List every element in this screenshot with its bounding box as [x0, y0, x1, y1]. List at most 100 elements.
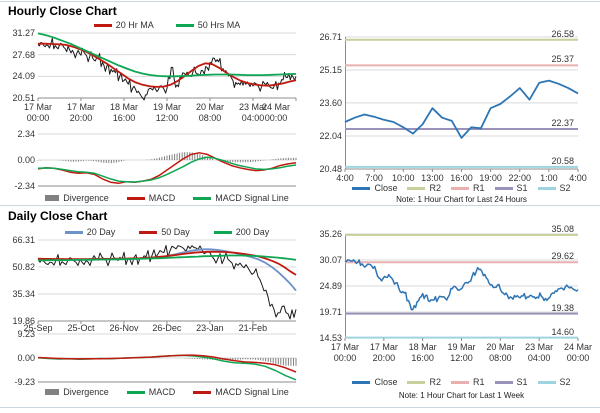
line-swatch: [352, 186, 371, 190]
divergence-bar: [90, 160, 92, 161]
legend-label: R1: [472, 183, 485, 193]
divergence-bar: [93, 160, 95, 162]
legend-item-macd: MACD: [126, 193, 176, 203]
divergence-bar: [189, 358, 191, 359]
line-swatch: [213, 230, 232, 234]
pivot-label-s2: 14.60: [551, 326, 574, 337]
divergence-bar: [242, 160, 244, 163]
divergence-bar: [252, 358, 254, 360]
divergence-bar: [174, 154, 176, 160]
pivot-24h-note: Note: 1 Hour Chart for Last 24 Hours: [396, 195, 527, 204]
legend-label: MACD Signal Line: [215, 387, 289, 397]
legend-label: 200 Day: [235, 227, 270, 237]
x-tick-label: 20 Mar 08:00: [195, 102, 224, 124]
legend-item-r1: R1: [450, 183, 485, 193]
divergence-bar: [282, 158, 284, 160]
legend-label: Divergence: [63, 193, 109, 203]
legend-item-macd-signal-line: MACD Signal Line: [193, 387, 289, 397]
divergence-bar: [110, 160, 112, 164]
x-tick-label: 25-Oct: [67, 323, 95, 333]
legend-label: 50 Day: [161, 227, 190, 237]
divergence-bar: [257, 160, 259, 162]
x-tick-label: 20 Mar 08:00: [486, 342, 515, 364]
panel-pivot-1week-chart: 35.26 30.07 24.89 19.71 14.53 35.08 29.62 19.38…: [300, 207, 600, 407]
bottom-divider: [0, 407, 600, 408]
line-swatch: [64, 230, 83, 234]
divergence-bar: [196, 358, 198, 359]
divergence-bar: [199, 358, 201, 360]
divergence-bar: [72, 160, 74, 162]
divergence-bar: [123, 160, 125, 161]
divergence-bar: [191, 152, 193, 160]
divergence-bar: [287, 157, 289, 160]
divergence-bar: [37, 160, 39, 161]
hourly-chart-title: Hourly Close Chart: [8, 4, 117, 18]
y-tick-label: 30.07: [319, 255, 342, 266]
y-tick-label: 35.34: [12, 289, 35, 299]
divergence-bar: [265, 358, 267, 362]
divergence-bar: [194, 358, 196, 359]
divergence-bar: [199, 154, 201, 160]
y-tick-label: 0.00: [17, 353, 35, 363]
divergence-bar: [277, 358, 279, 365]
series-close: [344, 79, 579, 139]
divergence-bar: [194, 153, 196, 160]
x-tick-label: 19:00: [479, 173, 502, 183]
divergence-bar: [60, 160, 62, 161]
divergence-bar: [67, 160, 69, 162]
y-tick-label: 20.48: [319, 164, 342, 174]
divergence-bar: [153, 158, 155, 160]
divergence-bar: [232, 160, 234, 163]
line-swatch: [450, 186, 469, 190]
divergence-bar: [217, 358, 219, 360]
y-tick-label: 0.00: [17, 155, 35, 165]
hm-legend: 20 Hr MA 50 Hrs MA: [38, 20, 296, 30]
y-tick-label: 24.09: [12, 71, 35, 82]
x-tick-label: 1:00: [540, 173, 558, 183]
x-tick-label: 7:00: [365, 173, 383, 183]
y-tick-label: 19.71: [319, 307, 342, 317]
pivot-24h-chart: 26.71 25.15 23.60 22.04 20.48 26.58 25.37 22.37…: [300, 2, 600, 205]
divergence-bar: [156, 158, 158, 160]
legend-label: S1: [516, 377, 528, 387]
divergence-bar: [250, 358, 251, 360]
legend-label: MACD: [148, 193, 176, 203]
pivot-label-r1: 25.37: [551, 54, 574, 65]
line-swatch: [494, 186, 513, 190]
divergence-bar: [227, 160, 229, 162]
legend-item-r2: R2: [407, 377, 441, 387]
x-tick-label: 4:00: [569, 173, 587, 183]
pivot-label-r2: 26.58: [551, 28, 574, 39]
divergence-bar: [277, 158, 279, 160]
line-swatch: [193, 196, 212, 200]
legend-item-s2: S2: [537, 377, 571, 387]
series-200-day: [38, 254, 297, 262]
x-tick-label: 23 Mar 04:00: [238, 102, 267, 124]
pivot-1week-chart: 35.26 30.07 24.89 19.71 14.53 35.08 29.62 19.38…: [300, 207, 600, 407]
divergence-bar: [232, 358, 234, 361]
divergence-bar: [242, 358, 244, 360]
divergence-bar: [234, 358, 236, 360]
x-tick-label: 21-Feb: [238, 323, 268, 333]
legend-label: S2: [559, 377, 571, 387]
line-swatch: [352, 380, 371, 384]
x-tick-label: 18 Mar 16:00: [408, 342, 437, 364]
y-tick-label: -2.34: [14, 181, 35, 191]
line-swatch: [407, 186, 426, 190]
divergence-bar: [189, 152, 191, 160]
legend-item-50-day: 50 Day: [139, 227, 190, 237]
divergence-bar: [95, 160, 97, 162]
series-close: [37, 37, 297, 101]
y-tick-label: -9.23: [14, 377, 35, 387]
divergence-bar: [270, 358, 272, 363]
hourly-close-chart: 31.27 27.68 24.09 20.51 17 Mar 00:00 17 Mar 2…: [0, 2, 300, 205]
legend-item-200-day: 200 Day: [213, 227, 270, 237]
x-tick-label: 24 Mar 00:00: [563, 342, 592, 364]
divergence-bar: [255, 358, 256, 360]
x-tick-label: 22:00: [508, 173, 532, 183]
divergence-bar: [70, 160, 72, 162]
divergence-bar: [287, 358, 289, 366]
divergence-bar: [293, 157, 294, 160]
divergence-bar: [262, 160, 264, 161]
pivot-label-s2: 20.58: [551, 155, 574, 166]
